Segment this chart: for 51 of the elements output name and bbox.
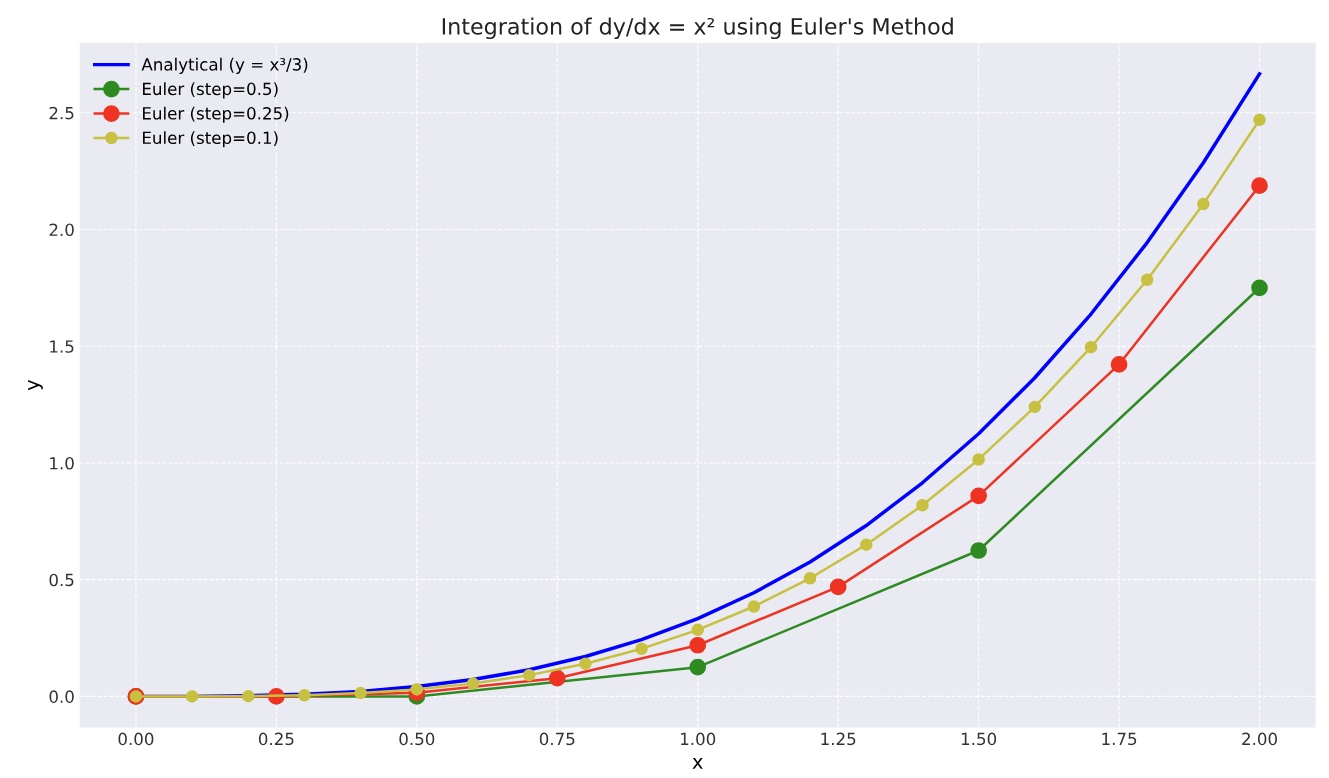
point <box>970 542 987 559</box>
point <box>1110 356 1128 373</box>
legend-label: Analytical (y = x³/3) <box>141 57 308 74</box>
point <box>972 453 985 466</box>
x-tick-label: 1.75 <box>1102 732 1137 746</box>
legend-label: Euler (step=0.5) <box>143 82 278 99</box>
x-tick-label: 0.75 <box>539 732 575 746</box>
point <box>916 498 929 512</box>
point <box>803 572 817 585</box>
point <box>1197 197 1210 211</box>
y-axis-title: y <box>28 379 43 391</box>
point <box>1140 273 1154 286</box>
x-tick-label: 0.00 <box>118 732 154 746</box>
point <box>1251 177 1268 194</box>
y-tick-label: 2.0 <box>49 223 74 237</box>
point <box>410 683 424 696</box>
point <box>298 688 311 702</box>
legend-label: Euler (step=0.1) <box>143 131 278 148</box>
y-tick-label: 0.0 <box>49 690 74 703</box>
point <box>1253 113 1266 127</box>
point <box>185 690 199 703</box>
point <box>522 668 536 682</box>
point <box>579 657 592 670</box>
x-tick-label: 0.25 <box>258 732 294 746</box>
point <box>970 487 987 505</box>
point <box>548 669 566 687</box>
x-axis-title: x <box>692 758 703 769</box>
point <box>1028 400 1042 414</box>
x-tick-label: 1.00 <box>681 732 716 746</box>
x-tick-label: 0.50 <box>399 732 435 746</box>
point <box>829 578 847 596</box>
point <box>1084 340 1098 354</box>
point <box>466 677 480 690</box>
x-tick-label: 1.50 <box>961 732 997 746</box>
point <box>691 623 704 637</box>
point <box>747 600 761 613</box>
y-tick-label: 1.5 <box>50 340 74 353</box>
x-tick-label: 2.00 <box>1242 732 1277 746</box>
point <box>354 686 367 700</box>
point <box>689 636 707 654</box>
point <box>635 642 648 656</box>
chart-title: Integration of dy/dx = x² using Euler's Method <box>442 17 953 40</box>
y-tick-label: 2.5 <box>49 106 74 120</box>
y-tick-label: 1.0 <box>50 456 74 470</box>
legend-label: Euler (step=0.25) <box>143 106 289 123</box>
x-tick-label: 1.25 <box>821 732 856 746</box>
point <box>689 658 707 676</box>
point <box>242 689 255 703</box>
point <box>860 538 873 551</box>
point <box>1251 279 1268 297</box>
y-tick-label: 0.5 <box>49 573 74 587</box>
